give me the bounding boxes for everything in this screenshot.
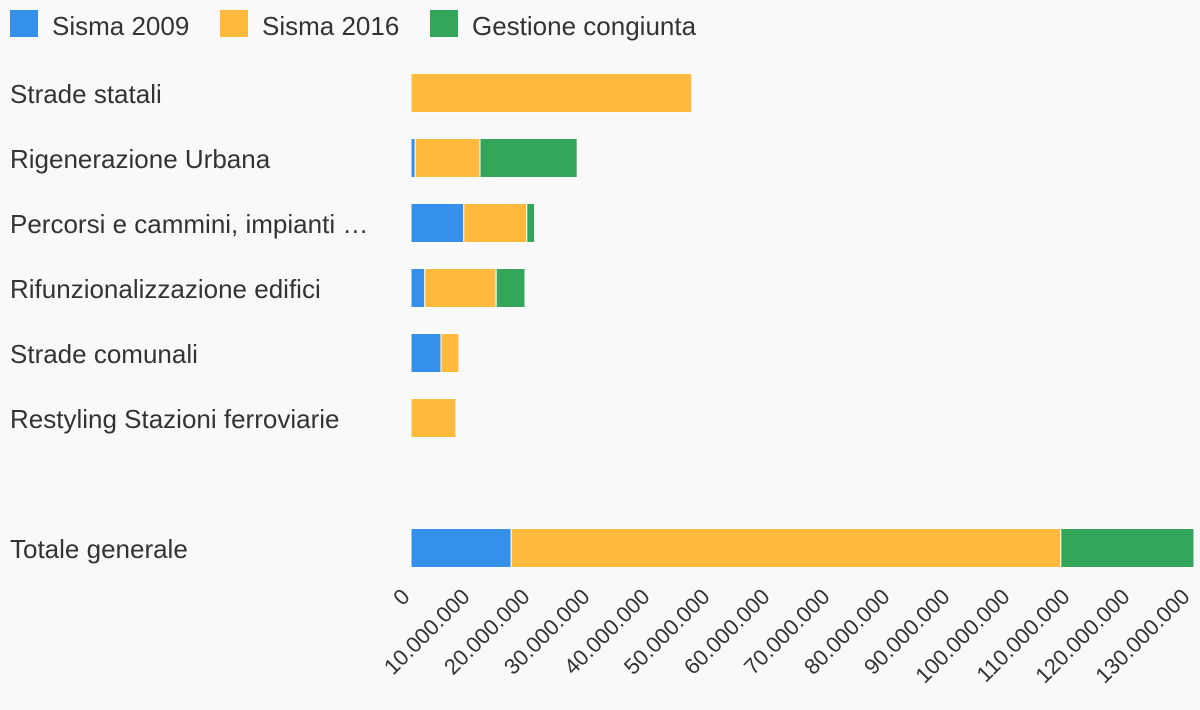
- bar-segment-3-1[interactable]: [424, 268, 497, 308]
- category-label-1: Rigenerazione Urbana: [10, 144, 271, 174]
- bar-segment-2-0[interactable]: [410, 203, 465, 243]
- bar-segment-2-2[interactable]: [526, 203, 536, 243]
- category-label-4: Strade comunali: [10, 339, 198, 369]
- legend-swatch-0[interactable]: [10, 10, 38, 37]
- category-label-3: Rifunzionalizzazione edifici: [10, 274, 321, 304]
- legend-label-2[interactable]: Gestione congiunta: [472, 11, 697, 41]
- x-tick-label-0: 0: [388, 584, 414, 610]
- bar-segment-6-1[interactable]: [510, 528, 1062, 568]
- category-label-6: Totale generale: [10, 534, 188, 564]
- bar-segment-1-0[interactable]: [410, 138, 416, 178]
- bar-segment-1-1[interactable]: [414, 138, 481, 178]
- legend-swatch-1[interactable]: [220, 10, 248, 37]
- bar-segment-5-1[interactable]: [410, 398, 457, 438]
- bar-segment-4-0[interactable]: [410, 333, 442, 373]
- bar-segment-4-1[interactable]: [440, 333, 460, 373]
- category-label-0: Strade statali: [10, 79, 162, 109]
- legend-label-0[interactable]: Sisma 2009: [52, 11, 189, 41]
- category-label-5: Restyling Stazioni ferroviarie: [10, 404, 339, 434]
- legend-label-1[interactable]: Sisma 2016: [262, 11, 399, 41]
- bar-segment-3-0[interactable]: [410, 268, 426, 308]
- x-axis: 010.000.00020.000.00030.000.00040.000.00…: [379, 584, 1195, 688]
- bar-segment-3-2[interactable]: [495, 268, 526, 308]
- category-labels: Strade statali Rigenerazione Urbana Percor…: [10, 79, 368, 564]
- category-label-2: Percorsi e cammini, impianti …: [10, 209, 368, 239]
- legend-swatch-2[interactable]: [430, 10, 458, 37]
- bar-segment-2-1[interactable]: [463, 203, 528, 243]
- bar-segment-6-2[interactable]: [1060, 528, 1195, 568]
- bar-segment-6-0[interactable]: [410, 528, 512, 568]
- bar-segment-1-2[interactable]: [479, 138, 578, 178]
- bars: [410, 73, 1195, 568]
- legend: Sisma 2009 Sisma 2016 Gestione congiunta: [10, 10, 697, 41]
- bar-segment-0-1[interactable]: [410, 73, 693, 113]
